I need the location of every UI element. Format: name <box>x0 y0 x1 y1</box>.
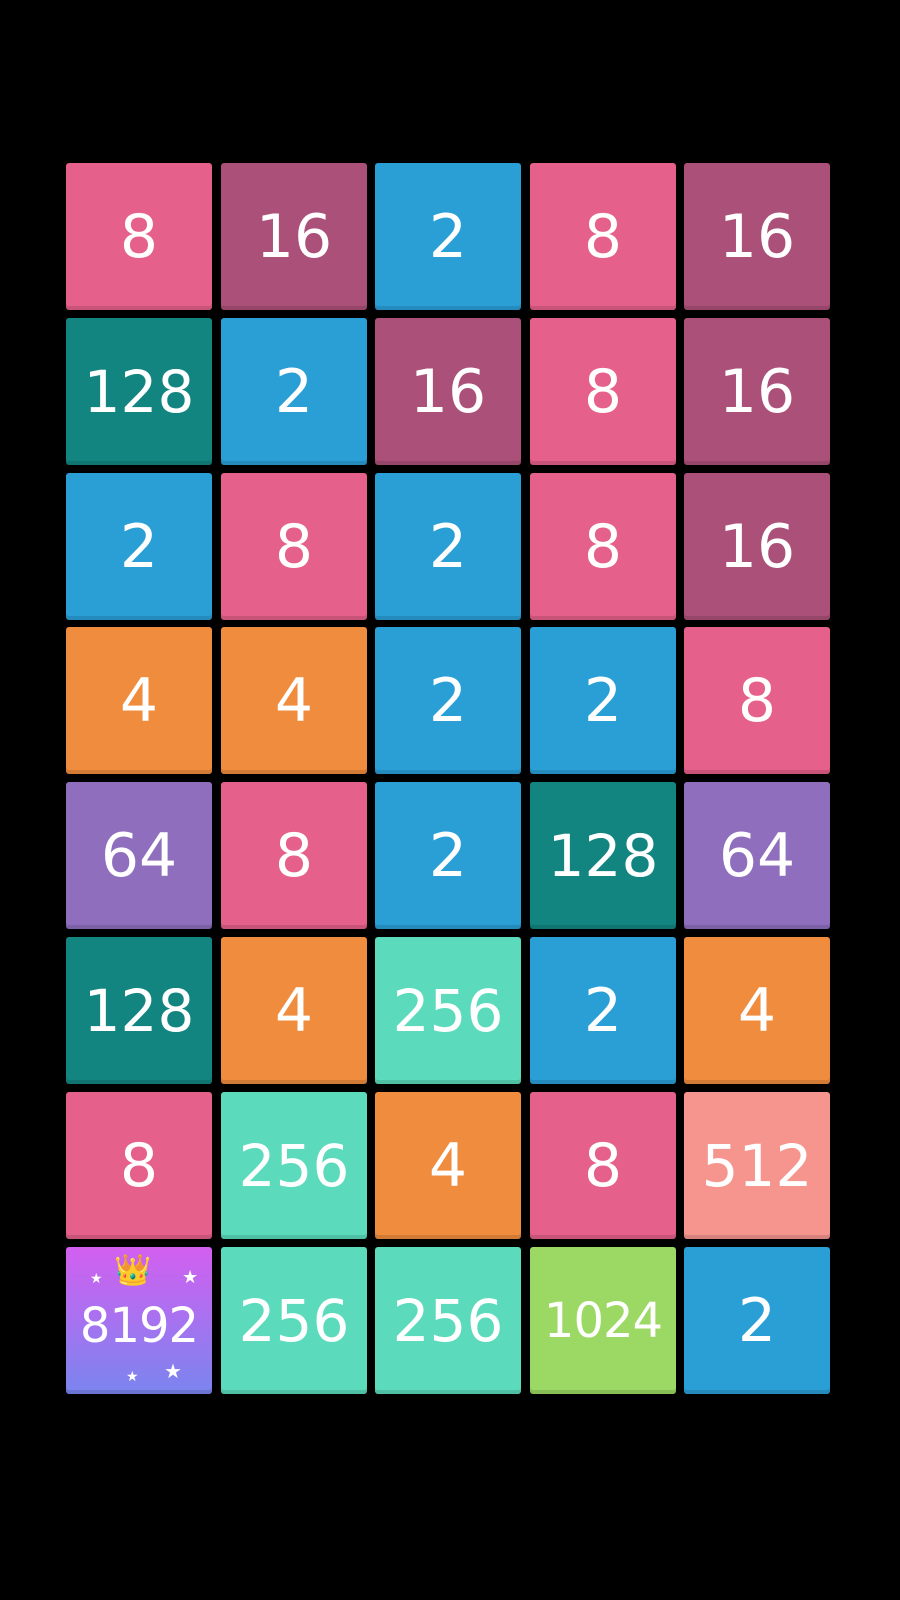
tile-value: 8 <box>583 511 623 582</box>
tile-value: 2 <box>119 511 159 582</box>
tile-256[interactable]: 256 <box>221 1247 367 1394</box>
tile-value: 16 <box>255 201 333 272</box>
tile-value: 2 <box>583 665 623 736</box>
tile-16[interactable]: 16 <box>684 473 830 620</box>
tile-8[interactable]: 8 <box>684 627 830 774</box>
tile-value: 4 <box>274 975 314 1046</box>
tile-4[interactable]: 4 <box>221 937 367 1084</box>
tile-2[interactable]: 2 <box>375 473 521 620</box>
tile-value: 64 <box>718 820 796 891</box>
tile-256[interactable]: 256 <box>375 937 521 1084</box>
tile-value: 2 <box>428 665 468 736</box>
star-icon: ★ <box>182 1267 198 1288</box>
tile-value: 16 <box>718 356 796 427</box>
crown-icon: 👑 <box>114 1253 151 1288</box>
tile-64[interactable]: 64 <box>66 782 212 929</box>
tile-value: 128 <box>547 821 659 890</box>
tile-value: 8192 <box>79 1297 199 1354</box>
tile-2[interactable]: 2 <box>530 937 676 1084</box>
tile-value: 16 <box>718 201 796 272</box>
tile-value: 2 <box>274 356 314 427</box>
tile-16[interactable]: 16 <box>684 163 830 310</box>
tile-1024[interactable]: 1024 <box>530 1247 676 1394</box>
tile-value: 4 <box>737 975 777 1046</box>
tile-2[interactable]: 2 <box>375 627 521 774</box>
tile-value: 2 <box>428 820 468 891</box>
tile-4[interactable]: 4 <box>221 627 367 774</box>
tile-value: 128 <box>83 976 195 1045</box>
game-board[interactable]: 8 16 2 8 16 128 2 16 8 16 2 8 2 8 16 4 4 2 2 8 64 8 2 128 64 128 4… <box>66 163 848 1401</box>
tile-512[interactable]: 512 <box>684 1092 830 1239</box>
tile-value: 8 <box>274 820 314 891</box>
tile-16[interactable]: 16 <box>221 163 367 310</box>
tile-16[interactable]: 16 <box>375 318 521 465</box>
tile-8[interactable]: 8 <box>221 782 367 929</box>
tile-value: 1024 <box>543 1292 663 1349</box>
star-icon: ★ <box>90 1271 103 1287</box>
tile-value: 4 <box>428 1130 468 1201</box>
tile-16[interactable]: 16 <box>684 318 830 465</box>
tile-value: 2 <box>737 1285 777 1356</box>
tile-value: 256 <box>392 1286 504 1355</box>
tile-8[interactable]: 8 <box>221 473 367 620</box>
tile-256[interactable]: 256 <box>221 1092 367 1239</box>
tile-value: 128 <box>83 357 195 426</box>
tile-2[interactable]: 2 <box>375 163 521 310</box>
tile-8[interactable]: 8 <box>66 1092 212 1239</box>
tile-value: 4 <box>119 665 159 736</box>
tile-value: 2 <box>428 511 468 582</box>
tile-value: 2 <box>583 975 623 1046</box>
tile-4[interactable]: 4 <box>375 1092 521 1239</box>
tile-value: 8 <box>583 356 623 427</box>
tile-128[interactable]: 128 <box>530 782 676 929</box>
tile-value: 8 <box>737 665 777 736</box>
tile-value: 8 <box>274 511 314 582</box>
tile-8[interactable]: 8 <box>66 163 212 310</box>
tile-8[interactable]: 8 <box>530 1092 676 1239</box>
tile-value: 16 <box>718 511 796 582</box>
tile-value: 2 <box>428 201 468 272</box>
tile-value: 512 <box>701 1131 813 1200</box>
tile-4[interactable]: 4 <box>66 627 212 774</box>
tile-128[interactable]: 128 <box>66 318 212 465</box>
tile-128[interactable]: 128 <box>66 937 212 1084</box>
tile-2[interactable]: 2 <box>375 782 521 929</box>
tile-2[interactable]: 2 <box>684 1247 830 1394</box>
tile-value: 8 <box>583 1130 623 1201</box>
tile-2[interactable]: 2 <box>221 318 367 465</box>
tile-4[interactable]: 4 <box>684 937 830 1084</box>
tile-value: 8 <box>119 201 159 272</box>
tile-value: 256 <box>392 976 504 1045</box>
tile-8[interactable]: 8 <box>530 318 676 465</box>
star-icon: ★ <box>164 1359 182 1383</box>
tile-value: 4 <box>274 665 314 736</box>
tile-8192[interactable]: 👑 ★ ★ ★ ★ 8192 <box>66 1247 212 1394</box>
tile-value: 64 <box>100 820 178 891</box>
tile-value: 256 <box>238 1131 350 1200</box>
tile-value: 8 <box>583 201 623 272</box>
tile-2[interactable]: 2 <box>66 473 212 620</box>
tile-value: 256 <box>238 1286 350 1355</box>
star-icon: ★ <box>126 1369 139 1385</box>
tile-value: 16 <box>409 356 487 427</box>
tile-2[interactable]: 2 <box>530 627 676 774</box>
tile-8[interactable]: 8 <box>530 163 676 310</box>
tile-8[interactable]: 8 <box>530 473 676 620</box>
tile-value: 8 <box>119 1130 159 1201</box>
tile-64[interactable]: 64 <box>684 782 830 929</box>
tile-256[interactable]: 256 <box>375 1247 521 1394</box>
